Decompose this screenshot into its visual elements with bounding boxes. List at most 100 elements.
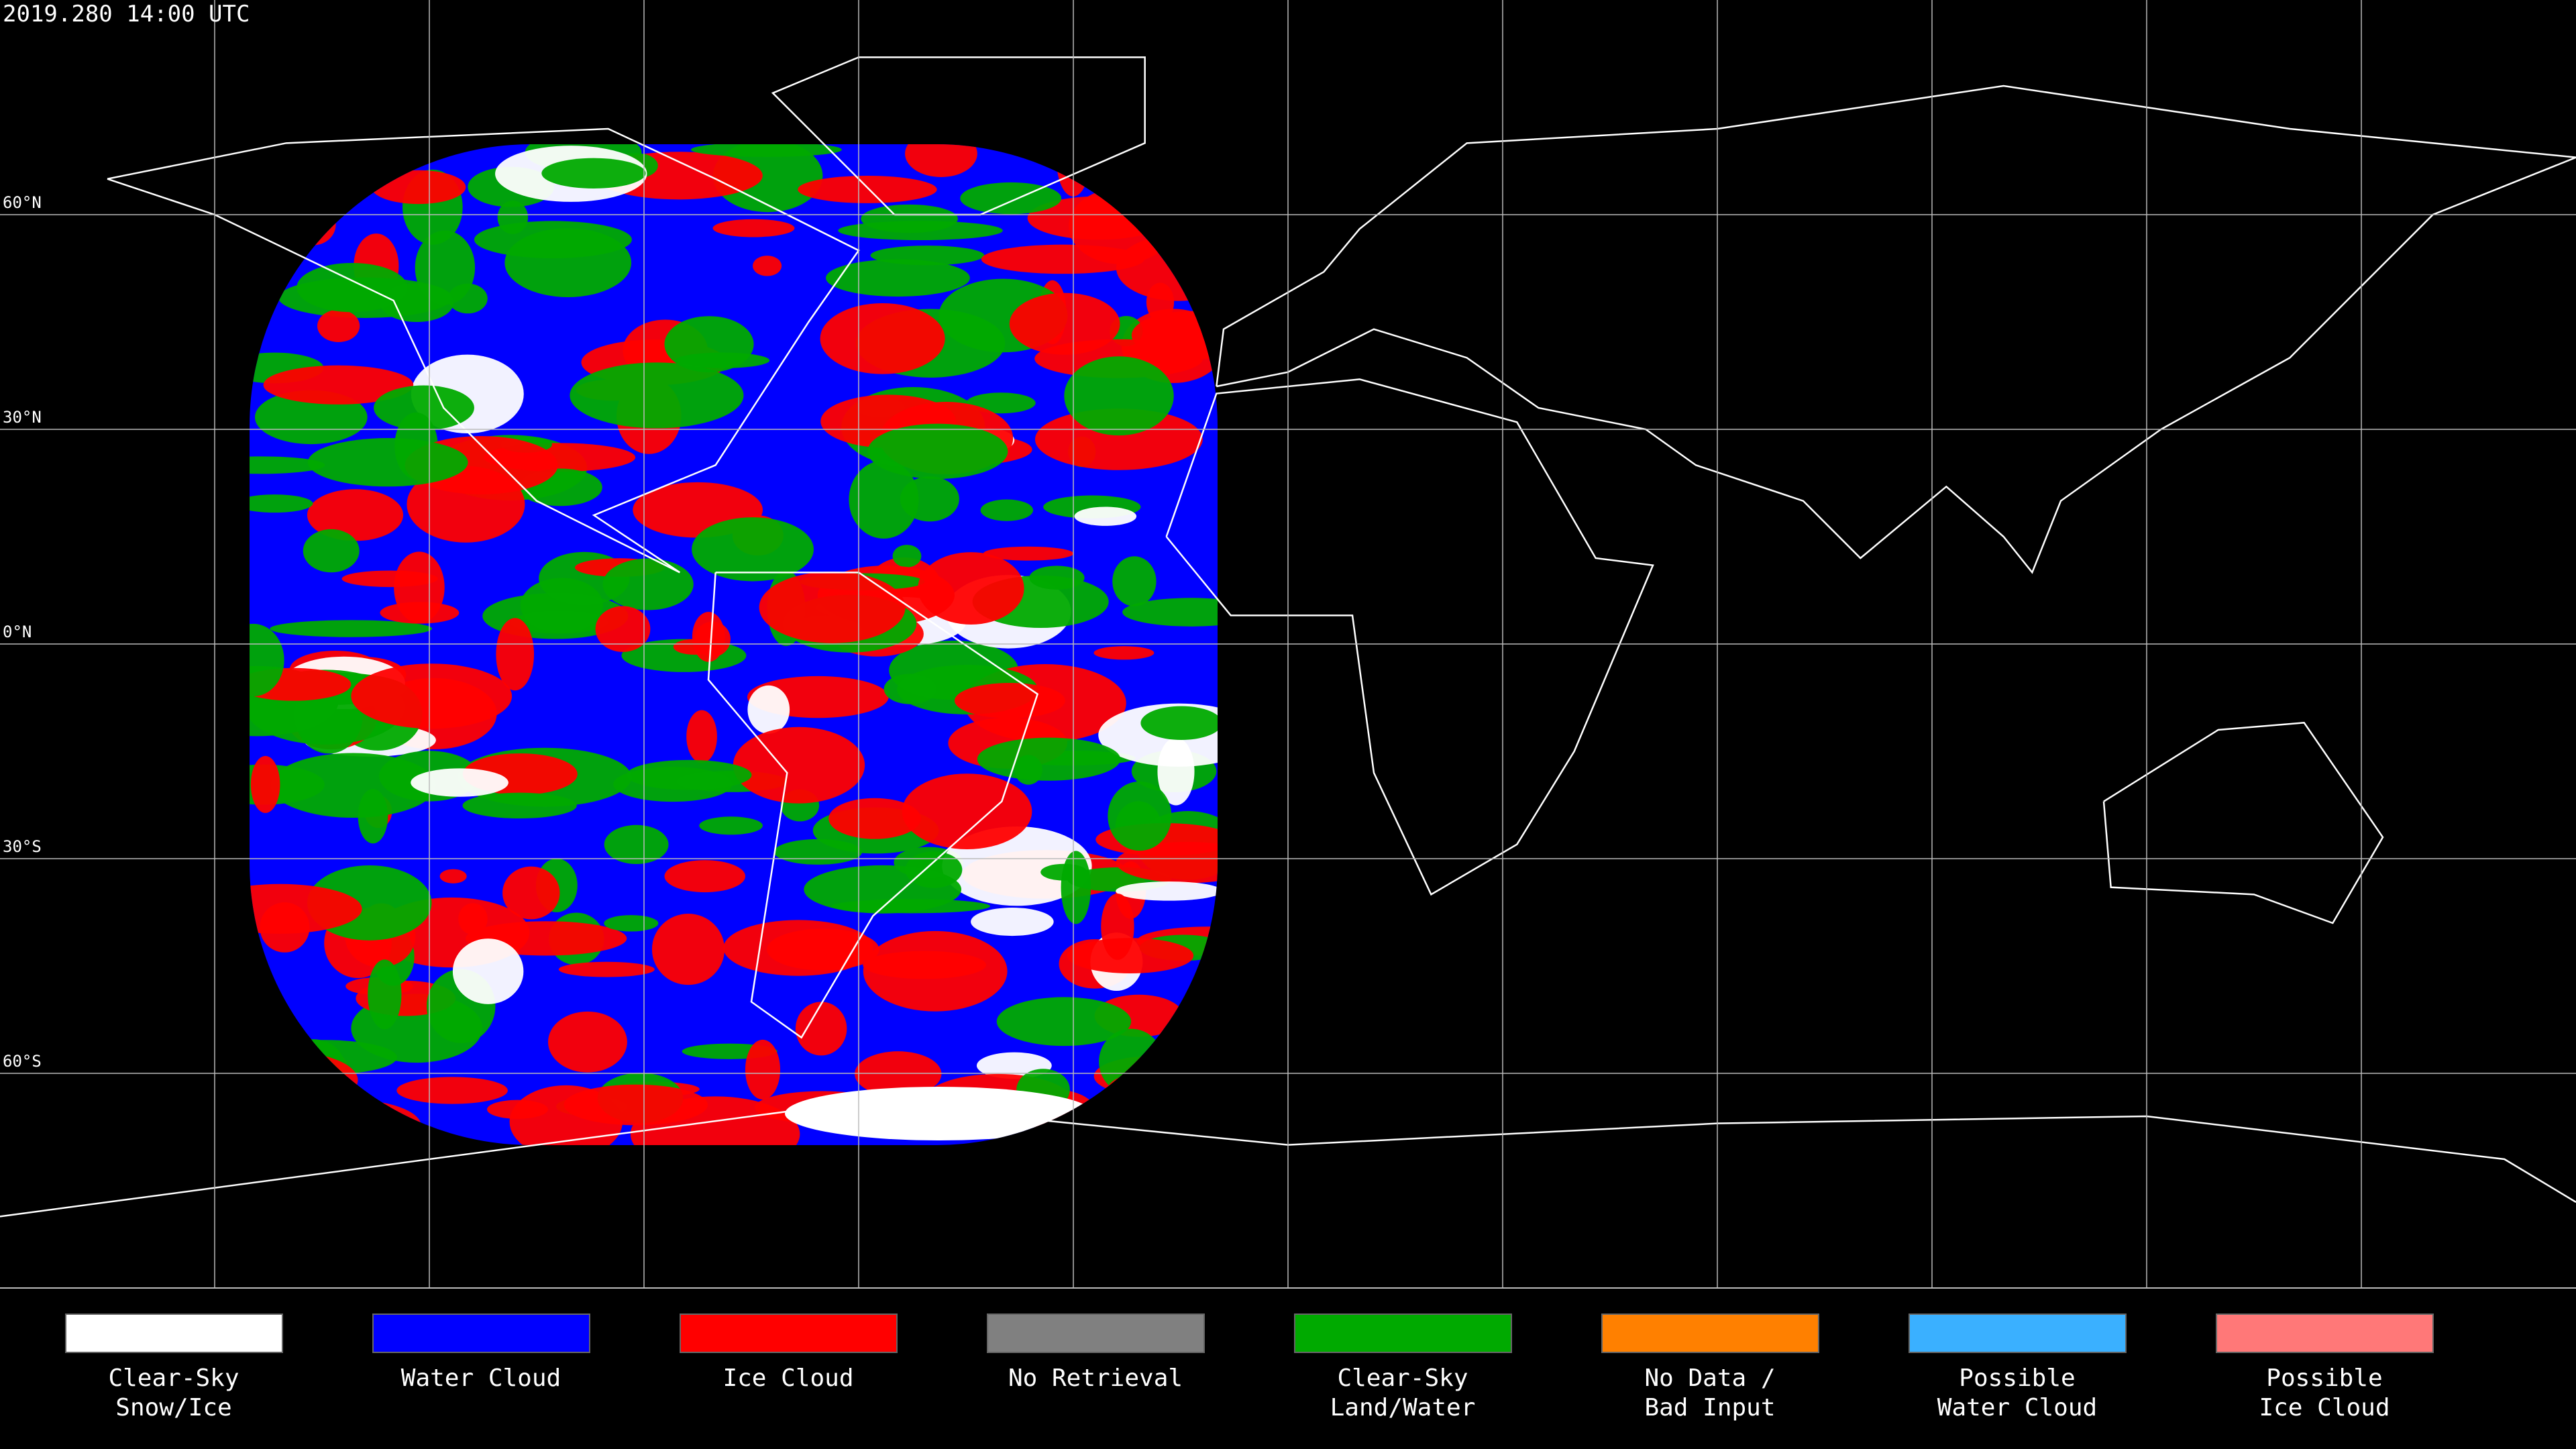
coastline [707,572,1039,1039]
coastline [1165,378,1654,896]
cloud-patch [595,606,651,652]
cloud-patch [250,456,325,474]
cloud-patch [759,572,906,643]
cloud-patch [407,466,525,543]
cloud-patch [1067,938,1194,973]
ice-patch [785,1087,1093,1140]
cloud-patch [773,839,863,865]
cloud-patch [1157,737,1195,806]
cloud-patch [1116,881,1218,901]
cloud-patch [996,997,1132,1046]
cloud-patch [602,558,694,610]
legend-swatch [2216,1313,2434,1353]
cloud-patch [297,262,408,313]
cloud-patch [380,602,460,624]
cloud-patch [983,546,1074,561]
cloud-patch [1112,556,1157,606]
cloud-patch [263,365,414,405]
cloud-patch [1108,781,1172,851]
cloud-patch [250,494,313,513]
cloud-patch [368,959,402,1030]
legend-label: Water Cloud [1937,1394,2097,1421]
cloud-patch [1131,311,1218,360]
cloud-patch [307,437,468,487]
cloud-patch [1040,863,1087,881]
cloud-patch [452,938,524,1004]
cloud-patch [692,517,814,582]
cloud-patch [1122,598,1218,627]
cloud-patch [462,792,577,819]
legend-label: Possible [1959,1364,2075,1392]
cloud-patch [971,908,1054,936]
legend-swatch [65,1313,283,1353]
cloud-patch [804,865,962,914]
cloud-patch [826,259,970,297]
cloud-patch [564,1084,708,1126]
cloud-patch [307,489,404,541]
cloud-patch [547,1011,627,1073]
cloud-patch [448,283,488,314]
cloud-patch [673,639,717,655]
cloud-patch [250,755,280,813]
cloud-patch [828,798,921,839]
cloud-patch [905,144,977,177]
cloud-patch [798,176,937,203]
cloud-patch [604,824,669,865]
cloud-patch [918,552,1024,625]
cloud-patch [439,869,467,883]
cloud-patch [867,423,1008,479]
cloud-patch [541,158,646,189]
legend-label: Clear-Sky [1337,1364,1468,1392]
cloud-patch [1034,409,1203,470]
cloud-patch [651,914,725,985]
cloud-patch [358,789,388,844]
cloud-patch [1074,506,1137,526]
legend-label: Snow/Ice [115,1394,231,1421]
legend-label: Land/Water [1330,1394,1476,1421]
cloud-patch [733,727,865,804]
timestamp: 2019.280 14:00 UTC [3,1,250,28]
cloud-patch [977,737,1121,781]
cloud-patch [570,362,744,429]
cloud-patch [883,674,937,704]
latitude-labels: 60°N 30°N 0°N 30°S 60°S [3,193,42,1071]
cloud-patch [250,623,284,697]
legend-label: Ice Cloud [2259,1394,2390,1421]
cloud-patch [820,303,945,374]
cloud-patch [1093,646,1155,660]
cloud-patch [892,545,922,568]
cloud-patch [699,816,763,835]
cloud-patch [502,866,560,920]
cloud-patch [795,1002,847,1056]
cloud-patch [861,204,958,233]
cloud-patch [604,915,659,932]
cloud-patch [712,219,795,237]
cloud-patch [504,228,632,297]
cloud-patch [712,144,823,213]
cloud-patch [747,685,790,734]
cloud-patch [486,1099,549,1119]
legend-swatch [987,1313,1205,1353]
cloud-patch [855,1051,942,1097]
latitude-label: 60°S [3,1052,42,1071]
cloud-patch [558,961,655,977]
cloud-patch [954,682,1065,718]
legend-label: Water Cloud [401,1364,561,1392]
legend-label: Clear-Sky [108,1364,239,1392]
legend-swatch [1601,1313,1819,1353]
cloud-patch [458,903,488,935]
legend-swatch [372,1313,590,1353]
cloud-patch [1101,893,1134,960]
cloud-patch [849,460,919,539]
latitude-label: 30°S [3,837,42,856]
cloud-patch [250,883,362,934]
legend-label: Possible [2266,1364,2382,1392]
legend-swatch [680,1313,898,1353]
cloud-patch [863,951,987,979]
cloud-patch [1014,755,1042,785]
cloud-patch [980,499,1034,521]
cloud-patch [981,244,1144,274]
legend-swatch [1294,1313,1512,1353]
